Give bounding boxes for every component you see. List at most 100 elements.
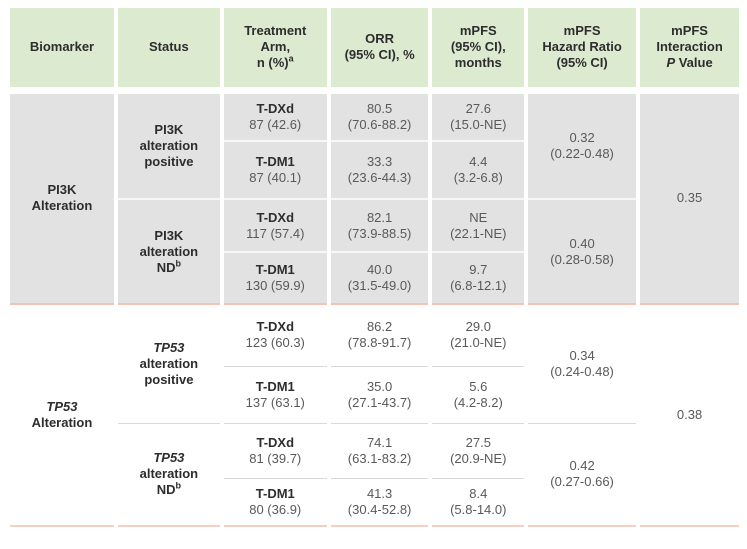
hazard-ratio-cell: 0.32 (0.22-0.48) [524,90,641,199]
arm-name: T-DXd [256,209,295,225]
biomarker-cell-pi3k: PI3K Alteration [6,90,118,304]
header-label: mPFS [563,23,601,39]
col-header-biomarker: Biomarker [6,8,118,94]
mpfs-cell: 8.4 (5.8-14.0) [428,478,529,527]
status-line: NDb [156,480,182,498]
orr-cell: 41.3 (30.4-52.8) [326,478,433,527]
header-label: ORR [365,31,395,47]
arm-name: T-DM1 [255,485,295,501]
table-row: TP53 alteration NDb T-DXd 81 (39.7) 74.1… [8,422,741,527]
status-gene: PI3K [154,227,184,243]
arm-n: 87 (40.1) [249,170,302,185]
orr-cell: 33.3 (23.6-44.3) [326,141,433,199]
treatment-arm-cell: T-DM1 80 (36.9) [219,478,331,527]
treatment-arm-cell: T-DM1 87 (40.1) [219,141,331,199]
mpfs-ci: (21.0-NE) [450,335,507,351]
orr-value: 33.3 [366,154,393,169]
mpfs-ci: (22.1-NE) [450,225,507,241]
header-label: P Value [666,55,713,71]
status-line: alteration [139,243,199,259]
hazard-ratio-ci: (0.27-0.66) [550,474,614,490]
col-header-treatment-arm: Treatment Arm, n (%)a [219,8,331,94]
header-label: Interaction [656,39,723,55]
arm-n: 117 (57.4) [246,225,305,241]
mpfs-ci: (4.2-8.2) [453,394,503,410]
mpfs-value: 5.6 [469,378,488,394]
col-header-mpfs-hazard-ratio: mPFS Hazard Ratio (95% CI) [524,8,641,94]
orr-ci: (27.1-43.7) [347,394,412,410]
status-line: NDb [156,258,182,275]
status-cell-pi3k-nd: PI3K alteration NDb [113,198,224,304]
footnote-b-marker: b [175,480,182,491]
header-label: Status [149,39,189,55]
header-label: Biomarker [29,39,95,55]
orr-cell: 82.1 (73.9-88.5) [326,198,433,253]
header-label: Treatment [244,23,307,39]
orr-ci: (70.6-88.2) [347,116,412,132]
interaction-p-value-cell: 0.38 [636,303,743,527]
table-row: T-DM1 80 (36.9) 41.3 (30.4-52.8) 8.4 (5.… [8,478,741,527]
hazard-ratio-ci: (0.24-0.48) [550,363,614,379]
treatment-arm-cell: T-DM1 137 (63.1) [219,366,331,423]
table-row: TP53 Alteration TP53 alteration positive… [6,303,743,527]
mpfs-cell: 9.7 (6.8-12.1) [428,252,529,304]
arm-name: T-DM1 [255,154,295,169]
mpfs-cell: 4.4 (3.2-6.8) [428,141,529,199]
orr-ci: (23.6-44.3) [347,170,412,185]
interaction-p-value-cell: 0.35 [636,90,743,304]
header-label: mPFS [459,23,497,39]
mpfs-ci: (5.8-14.0) [450,501,507,517]
mpfs-value: 27.5 [465,434,491,450]
status-gene: PI3K [154,121,184,137]
table-row: T-DM1 137 (63.1) 35.0 (27.1-43.7) 5.6 (4… [8,366,741,423]
treatment-arm-cell: T-DXd 87 (42.6) [219,90,331,142]
status-line: alteration [139,355,199,371]
orr-cell: 86.2 (78.8-91.7) [326,303,433,367]
orr-ci: (31.5-49.0) [347,278,412,293]
orr-ci: (73.9-88.5) [347,225,412,241]
status-cell-tp53-positive: TP53 alteration positive [113,303,224,423]
arm-n: 81 (39.7) [249,450,302,466]
col-header-mpfs-interaction-p-value: mPFS Interaction P Value [636,8,743,94]
status-cell-pi3k-positive: PI3K alteration positive [113,90,224,199]
orr-cell: 35.0 (27.1-43.7) [326,366,433,423]
arm-n: 130 (59.9) [245,278,305,293]
hazard-ratio-cell: 0.40 (0.28-0.58) [524,198,641,304]
arm-name: T-DM1 [255,262,295,277]
biomarker-label: Alteration [31,198,93,214]
orr-value: 80.5 [366,100,393,116]
orr-cell: 40.0 (31.5-49.0) [326,252,433,304]
status-gene: TP53 [153,339,185,355]
hazard-ratio-cell: 0.42 (0.27-0.66) [524,422,641,527]
mpfs-cell: 27.5 (20.9-NE) [428,422,529,479]
col-header-status: Status [113,8,224,94]
mpfs-ci: (6.8-12.1) [450,278,507,293]
arm-n: 87 (42.6) [249,116,302,132]
mpfs-value: 27.6 [465,100,491,116]
header-label: (95% CI), % [344,47,415,63]
hazard-ratio-value: 0.32 [569,129,595,145]
treatment-arm-cell: T-DXd 81 (39.7) [219,422,331,479]
treatment-arm-cell: T-DXd 123 (60.3) [219,303,331,367]
status-gene: TP53 [153,450,185,466]
mpfs-ci: (3.2-6.8) [453,170,503,185]
hazard-ratio-value: 0.40 [569,235,595,251]
mpfs-ci: (15.0-NE) [450,116,507,132]
orr-ci: (30.4-52.8) [347,501,412,517]
hazard-ratio-ci: (0.28-0.58) [550,251,614,267]
mpfs-value: 4.4 [469,154,488,169]
arm-n: 123 (60.3) [245,335,305,351]
mpfs-cell: 29.0 (21.0-NE) [428,303,529,367]
status-line: positive [144,153,194,169]
footnote-a-marker: a [288,53,294,64]
orr-value: 82.1 [366,209,393,225]
orr-cell: 80.5 (70.6-88.2) [326,90,433,142]
hazard-ratio-value: 0.34 [569,347,595,363]
orr-value: 41.3 [366,485,393,501]
orr-cell: 74.1 (63.1-83.2) [326,422,433,479]
arm-name: T-DXd [256,100,295,116]
status-cell-tp53-nd: TP53 alteration NDb [113,422,224,527]
table-row: T-DM1 87 (40.1) 33.3 (23.6-44.3) 4.4 (3.… [8,141,741,199]
biomarker-label: Alteration [31,415,93,430]
treatment-arm-cell: T-DXd 117 (57.4) [219,198,331,253]
